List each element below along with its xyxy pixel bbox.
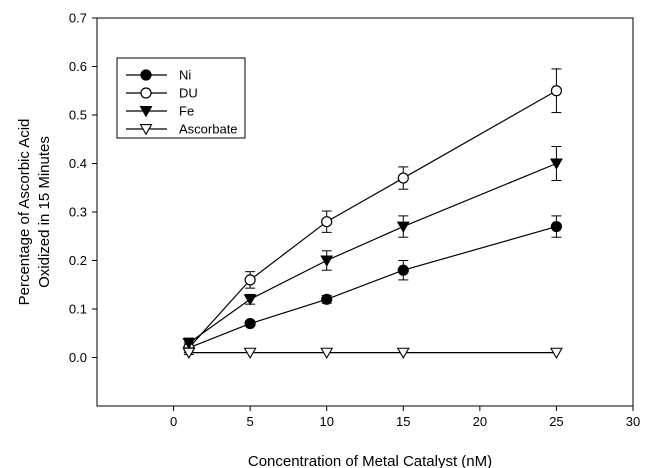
y-tick-label: 0.3 <box>69 205 87 220</box>
y-tick-label: 0.2 <box>69 253 87 268</box>
legend: Ni DU Fe Ascorbate <box>116 57 246 139</box>
data-point-du <box>397 172 409 184</box>
legend-label-fe: Fe <box>179 104 194 119</box>
legend-marker-ni <box>140 69 152 81</box>
data-point-du <box>244 274 256 286</box>
data-point-ascorbate <box>549 347 563 359</box>
legend-item-ni: Ni <box>126 68 191 83</box>
series-layer <box>182 68 563 359</box>
y-axis-title-line-2: Oxidized in 15 Minutes <box>36 136 53 288</box>
data-point-du <box>321 216 333 228</box>
y-tick-label: 0.0 <box>69 350 87 365</box>
data-point-ni <box>550 220 563 233</box>
x-axis: 0 5 10 15 20 25 30 <box>170 406 640 429</box>
x-tick-label: 10 <box>319 414 333 429</box>
legend-marker-ascorbate <box>139 124 153 136</box>
series-ni <box>183 215 563 354</box>
legend-label-ascorbate: Ascorbate <box>179 122 238 137</box>
x-tick-label: 20 <box>473 414 487 429</box>
x-tick-label: 25 <box>549 414 563 429</box>
y-tick-label: 0.5 <box>69 108 87 123</box>
x-tick-label: 5 <box>247 414 254 429</box>
legend-marker-du <box>140 87 152 99</box>
data-point-ni <box>321 293 333 305</box>
data-point-ascorbate <box>243 347 257 359</box>
y-axis: 0.0 0.1 0.2 0.3 0.4 0.5 0.6 0.7 <box>69 11 97 365</box>
data-point-ni <box>244 317 256 330</box>
legend-label-du: DU <box>179 86 198 101</box>
y-tick-label: 0.1 <box>69 302 87 317</box>
series-ascorbate <box>182 347 563 359</box>
data-point-ascorbate <box>182 347 196 359</box>
legend-marker-fe <box>139 106 153 118</box>
x-tick-label: 15 <box>396 414 410 429</box>
legend-box <box>116 57 246 139</box>
y-tick-label: 0.7 <box>69 11 87 26</box>
data-point-ni <box>397 264 409 276</box>
series-line-fe <box>188 162 557 344</box>
data-point-fe <box>243 294 257 306</box>
x-tick-label: 30 <box>626 414 640 429</box>
series-du <box>183 68 563 354</box>
x-tick-label: 0 <box>170 414 177 429</box>
data-point-fe <box>320 255 334 267</box>
x-axis-title: Concentration of Metal Catalyst (nM) <box>248 453 492 468</box>
legend-label-ni: Ni <box>179 68 191 83</box>
legend-item-du: DU <box>126 86 198 101</box>
data-point-fe <box>549 158 563 170</box>
data-point-ascorbate <box>396 347 410 359</box>
data-point-fe <box>182 337 196 350</box>
y-tick-label: 0.4 <box>69 156 87 171</box>
legend-item-ascorbate: Ascorbate <box>126 122 238 137</box>
data-point-ascorbate <box>320 347 334 359</box>
y-tick-label: 0.6 <box>69 59 87 74</box>
data-point-fe <box>396 221 410 233</box>
data-point-du <box>550 85 563 97</box>
y-axis-title-line-1: Percentage of Ascorbic Acid <box>16 119 33 306</box>
legend-item-fe: Fe <box>126 104 194 119</box>
series-fe <box>182 146 563 350</box>
